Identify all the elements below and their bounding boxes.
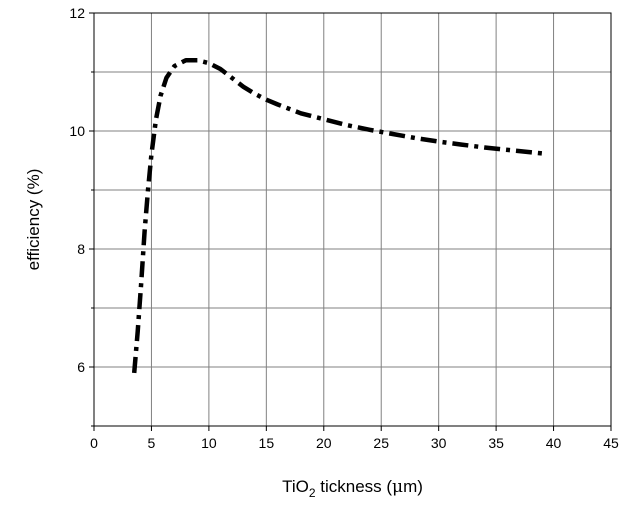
tick-labels: 0 5 10 15 20 25 30 35 40 45 6 8 10 12 xyxy=(69,5,619,451)
y-tick-label: 12 xyxy=(69,5,85,21)
y-axis-title: efficiency (%) xyxy=(24,169,43,271)
x-axis-title-prefix: TiO xyxy=(282,477,309,496)
y-tick-label: 8 xyxy=(77,241,85,257)
x-tick-label: 25 xyxy=(373,435,389,451)
x-tick-label: 15 xyxy=(259,435,275,451)
x-tick-label: 10 xyxy=(201,435,217,451)
x-tick-label: 35 xyxy=(488,435,504,451)
grid-lines xyxy=(94,13,611,426)
y-tick-label: 6 xyxy=(77,359,85,375)
x-axis-title-subscript: 2 xyxy=(309,486,316,500)
x-axis-title-unit-tail: m) xyxy=(403,477,423,496)
efficiency-line xyxy=(131,57,543,374)
x-tick-label: 45 xyxy=(603,435,619,451)
x-axis-title-mu: μ xyxy=(392,477,403,497)
x-axis-title-suffix: tickness ( xyxy=(316,477,393,496)
x-tick-label: 5 xyxy=(148,435,156,451)
x-tick-label: 0 xyxy=(90,435,98,451)
x-tick-label: 40 xyxy=(546,435,562,451)
x-tick-label: 20 xyxy=(316,435,332,451)
y-tick-label: 10 xyxy=(69,123,85,139)
axis-ticks xyxy=(89,12,612,431)
x-axis-title: TiO2 tickness (μm) xyxy=(282,477,423,500)
plot-frame xyxy=(93,12,612,427)
data-series xyxy=(131,57,543,374)
x-tick-label: 30 xyxy=(431,435,447,451)
